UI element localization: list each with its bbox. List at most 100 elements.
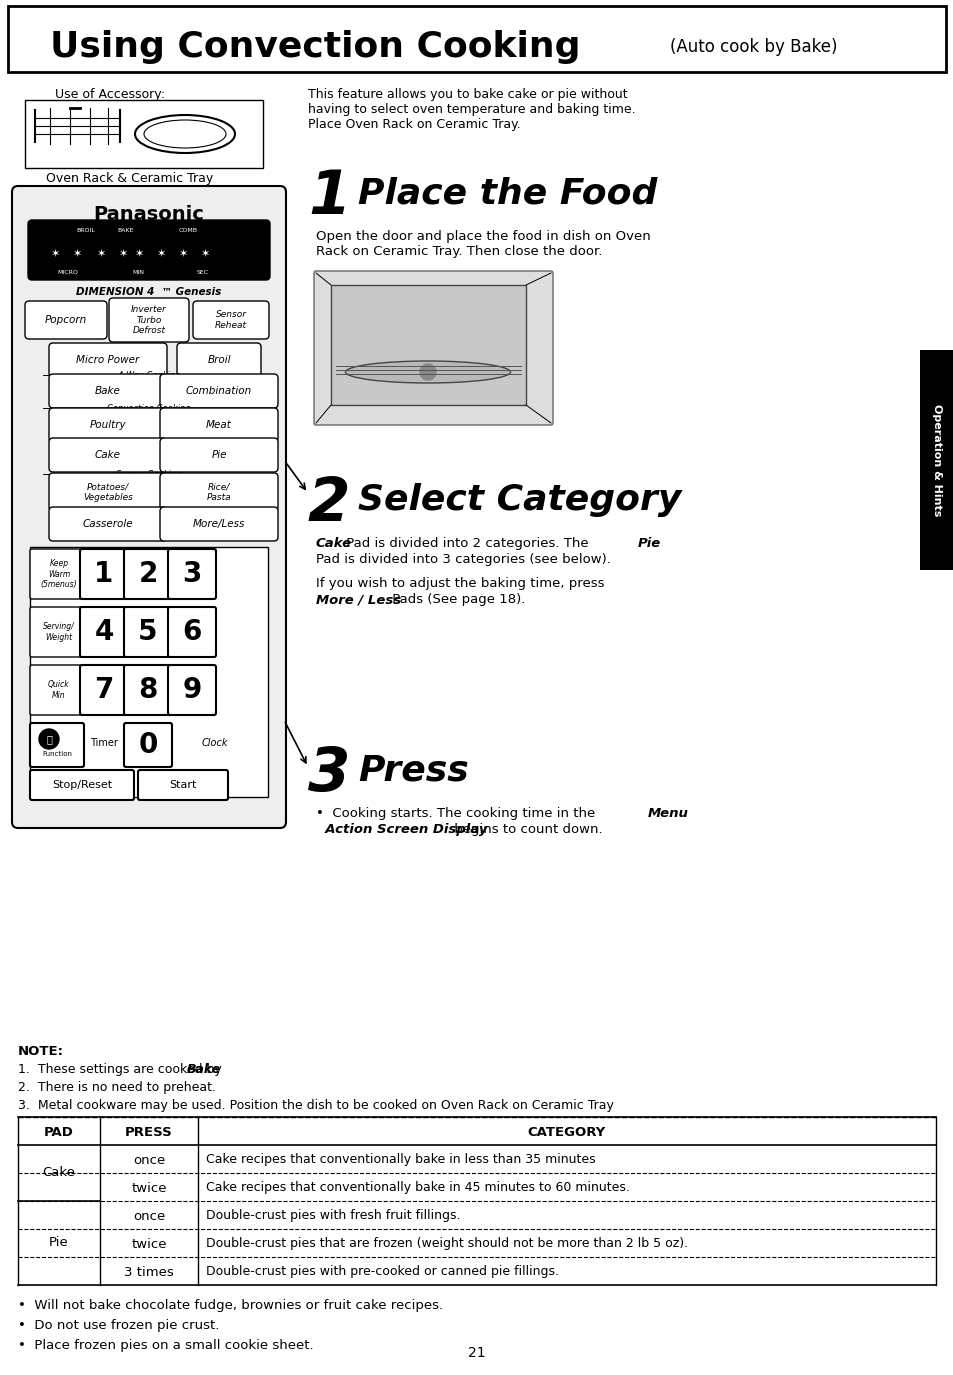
FancyBboxPatch shape [160,439,277,472]
Text: Press: Press [357,754,468,786]
Text: 0: 0 [138,732,157,759]
Text: 1.  These settings are cooked by: 1. These settings are cooked by [18,1063,226,1077]
FancyBboxPatch shape [160,374,277,408]
Text: Sensor Cooking: Sensor Cooking [116,469,181,478]
Circle shape [419,364,436,380]
Text: ⓕ: ⓕ [46,734,51,744]
FancyBboxPatch shape [30,723,84,767]
Bar [18,1116,935,1145]
Text: DIMENSION 4  ™ Genesis: DIMENSION 4 ™ Genesis [76,287,221,297]
Text: Double-crust pies with pre-cooked or canned pie fillings.: Double-crust pies with pre-cooked or can… [206,1265,558,1279]
Text: Casserole: Casserole [83,518,133,529]
Text: CATEGORY: CATEGORY [527,1126,605,1138]
Text: 4: 4 [94,617,113,646]
Text: once: once [132,1154,165,1166]
Text: MICRO: MICRO [57,270,78,275]
FancyBboxPatch shape [12,186,286,828]
FancyBboxPatch shape [160,408,277,441]
Text: More / Less: More / Less [315,593,400,606]
Text: Double-crust pies with fresh fruit fillings.: Double-crust pies with fresh fruit filli… [206,1210,460,1222]
FancyBboxPatch shape [30,549,88,600]
Text: Bake: Bake [186,1063,220,1077]
Text: Serving/
Weight: Serving/ Weight [43,623,74,642]
Text: Sensor
Reheat: Sensor Reheat [214,311,247,330]
Text: Cake: Cake [315,538,352,550]
Text: ✶: ✶ [179,249,189,258]
Text: ✶: ✶ [135,249,145,258]
Text: Open the door and place the food in dish on Oven
Rack on Ceramic Tray. Then clos: Open the door and place the food in dish… [315,230,650,258]
Text: Cake: Cake [95,450,121,461]
Text: 3: 3 [308,745,350,804]
FancyBboxPatch shape [30,666,88,715]
Text: 9: 9 [182,676,201,704]
Text: Operation & Hints: Operation & Hints [931,404,941,516]
Text: begins to count down.: begins to count down. [450,824,602,836]
Text: (Auto cook by Bake): (Auto cook by Bake) [669,38,837,56]
Ellipse shape [345,362,510,384]
Text: 7: 7 [94,676,113,704]
Text: Use of Accessory:: Use of Accessory: [55,88,165,100]
Circle shape [39,729,59,749]
Text: Rice/
Pasta: Rice/ Pasta [207,483,231,502]
Ellipse shape [144,120,226,148]
FancyBboxPatch shape [193,301,269,340]
Text: Function: Function [42,751,71,758]
Ellipse shape [135,116,234,153]
Text: If you wish to adjust the baking time, press: If you wish to adjust the baking time, p… [315,578,604,590]
Text: Cake recipes that conventionally bake in 45 minutes to 60 minutes.: Cake recipes that conventionally bake in… [206,1181,629,1195]
Text: ✶: ✶ [157,249,167,258]
Text: SEC: SEC [196,270,209,275]
FancyBboxPatch shape [49,342,167,377]
Text: ✶: ✶ [119,249,129,258]
Text: Double-crust pies that are frozen (weight should not be more than 2 lb 5 oz).: Double-crust pies that are frozen (weigh… [206,1238,687,1250]
Text: Pie: Pie [211,450,227,461]
Text: Timer: Timer [90,738,118,748]
FancyBboxPatch shape [30,770,133,800]
Text: •  Do not use frozen pie crust.: • Do not use frozen pie crust. [18,1319,219,1332]
Bar [331,285,525,406]
Text: 3: 3 [182,560,201,588]
Text: Select Category: Select Category [357,483,680,517]
FancyBboxPatch shape [49,507,167,540]
Text: Pad is divided into 2 categories. The: Pad is divided into 2 categories. The [341,538,592,550]
Text: Stop/Reset: Stop/Reset [51,780,112,791]
Text: Popcorn: Popcorn [45,315,87,324]
FancyBboxPatch shape [160,473,277,512]
Text: twice: twice [132,1238,167,1250]
FancyBboxPatch shape [168,549,215,600]
Text: COMB: COMB [178,227,197,232]
Text: PAD: PAD [44,1126,74,1138]
FancyBboxPatch shape [30,606,88,657]
Text: 21: 21 [468,1346,485,1360]
Text: Using Convection Cooking: Using Convection Cooking [50,30,579,65]
Text: ✶: ✶ [73,249,83,258]
Text: 1: 1 [308,168,350,227]
Text: Poultry: Poultry [90,419,126,430]
Text: Clock: Clock [201,738,228,748]
Bar [25,100,263,168]
FancyBboxPatch shape [49,374,167,408]
FancyBboxPatch shape [80,606,128,657]
Text: Oven Rack & Ceramic Tray: Oven Rack & Ceramic Tray [47,172,213,186]
FancyBboxPatch shape [28,220,270,280]
Text: 5: 5 [138,617,157,646]
Text: BAKE: BAKE [117,227,134,232]
Text: 8: 8 [138,676,157,704]
Text: •  Will not bake chocolate fudge, brownies or fruit cake recipes.: • Will not bake chocolate fudge, brownie… [18,1299,442,1312]
FancyBboxPatch shape [49,408,167,441]
Bar [919,351,953,571]
FancyBboxPatch shape [109,298,189,342]
Text: 3 times: 3 times [124,1265,173,1279]
Text: Menu: Menu [647,807,688,820]
Text: 2.  There is no need to preheat.: 2. There is no need to preheat. [18,1081,215,1094]
Text: MIN: MIN [132,270,144,275]
Text: BROIL: BROIL [76,227,95,232]
Text: 2: 2 [308,474,350,534]
Bar [30,547,268,797]
Text: Action Screen Display: Action Screen Display [315,824,487,836]
Text: More/Less: More/Less [193,518,245,529]
FancyBboxPatch shape [80,666,128,715]
Text: NOTE:: NOTE: [18,1045,64,1057]
Text: Pad is divided into 3 categories (see below).: Pad is divided into 3 categories (see be… [315,553,610,566]
Text: ✶: ✶ [97,249,107,258]
